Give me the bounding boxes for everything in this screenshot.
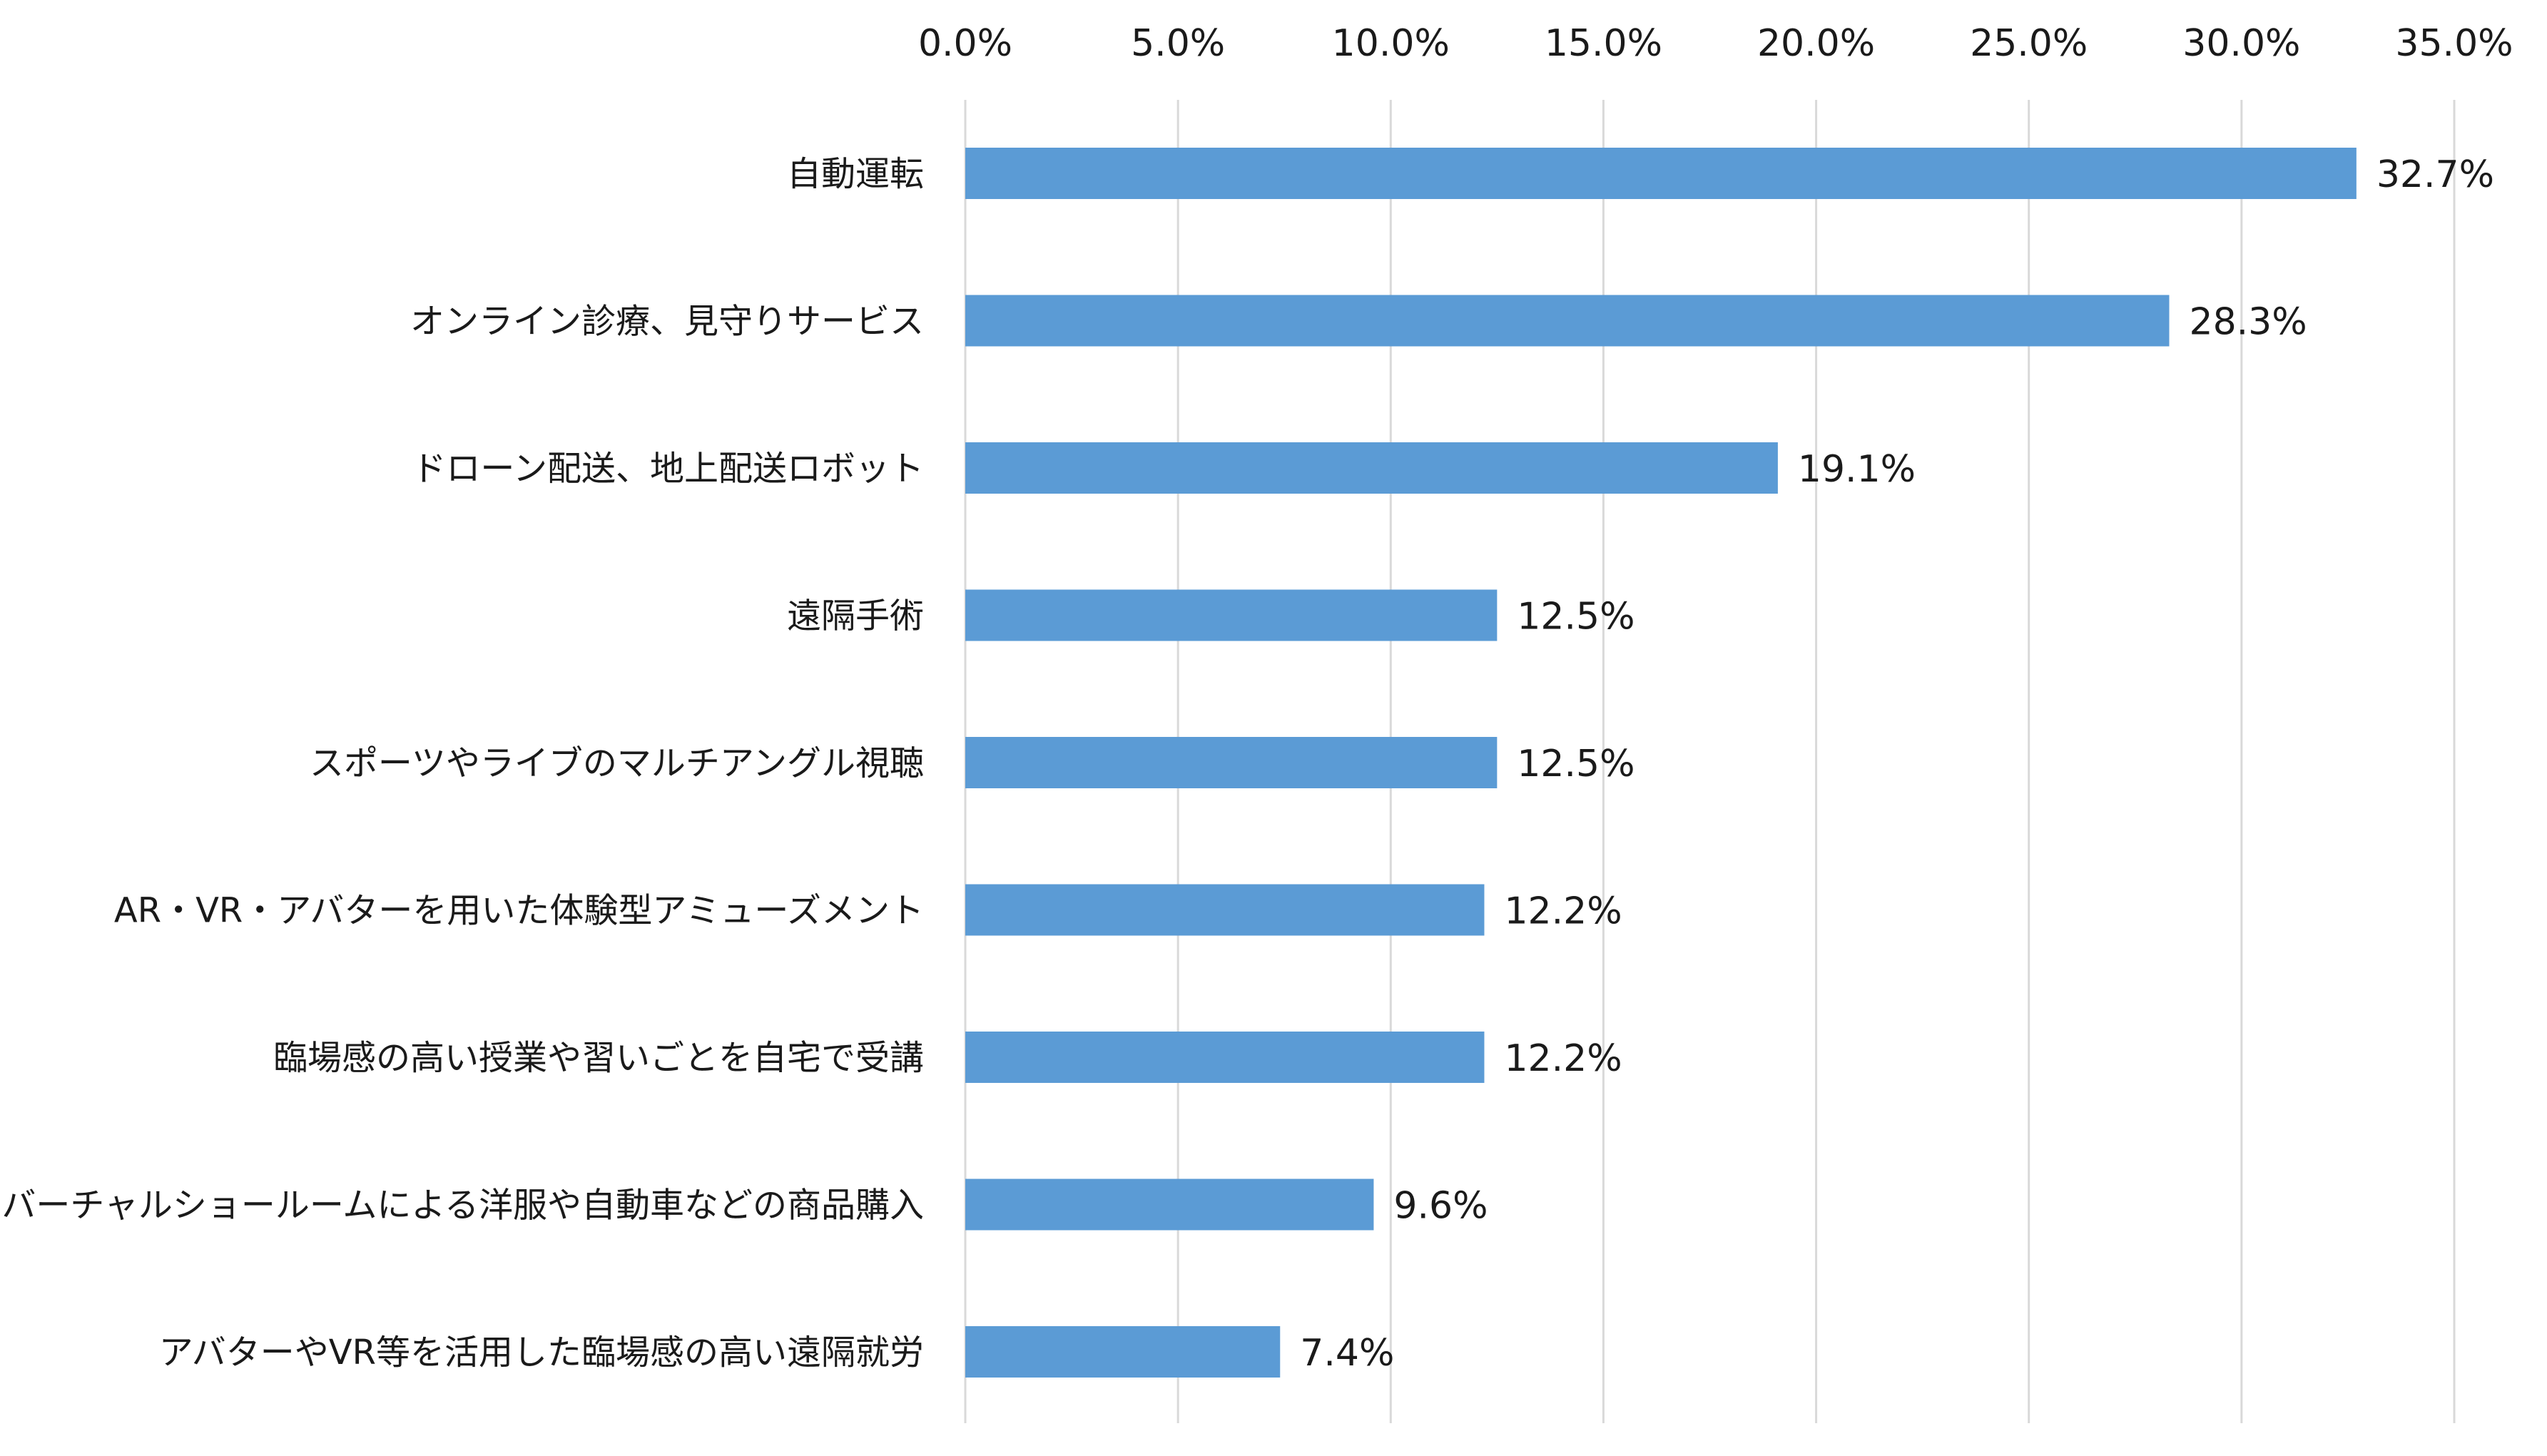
data-label: 19.1%	[1798, 448, 1916, 491]
category-label: 自動運転	[787, 154, 924, 194]
x-tick-label: 15.0%	[1545, 22, 1662, 65]
bar	[965, 737, 1498, 788]
category-label: 遠隔手術	[787, 596, 924, 636]
bar	[965, 1032, 1485, 1083]
x-tick-label: 35.0%	[2395, 22, 2513, 65]
x-axis-ticks: 0.0% 5.0% 10.0% 15.0% 20.0% 25.0% 30.0% 35.0%	[918, 22, 2513, 65]
x-tick-label: 10.0%	[1332, 22, 1450, 65]
x-tick-label: 20.0%	[1757, 22, 1875, 65]
x-tick-label: 5.0%	[1131, 22, 1225, 65]
data-label: 12.5%	[1517, 743, 1635, 785]
bar	[965, 884, 1485, 936]
bar	[965, 295, 2170, 347]
x-tick-label: 30.0%	[2182, 22, 2300, 65]
data-label: 12.2%	[1504, 890, 1622, 933]
bars	[965, 148, 2357, 1378]
x-tick-label: 0.0%	[918, 22, 1012, 65]
bar	[965, 589, 1498, 641]
category-label: オンライン診療、見守りサービス	[410, 302, 924, 342]
data-label: 12.5%	[1517, 596, 1635, 638]
x-tick-label: 25.0%	[1970, 22, 2088, 65]
bar	[965, 1178, 1374, 1231]
category-label: アバターやVR等を活用した臨場感の高い遠隔就労	[159, 1333, 924, 1373]
bar	[965, 442, 1778, 494]
data-label: 32.7%	[2376, 153, 2494, 196]
bar	[965, 148, 2357, 199]
data-label: 7.4%	[1300, 1332, 1394, 1375]
data-labels: 32.7% 28.3% 19.1% 12.5% 12.5% 12.2% 12.2% 9.6% 7…	[1300, 153, 2494, 1375]
category-label: バーチャルショールームによる洋服や自動車などの商品購入	[1, 1186, 924, 1226]
category-label: ドローン配送、地上配送ロボット	[412, 449, 924, 489]
category-labels: 自動運転オンライン診療、見守りサービスドローン配送、地上配送ロボット遠隔手術スポ…	[1, 154, 924, 1373]
category-label: スポーツやライブのマルチアングル視聴	[310, 743, 924, 783]
data-label: 12.2%	[1504, 1037, 1622, 1080]
data-label: 9.6%	[1393, 1185, 1488, 1228]
bar	[965, 1326, 1281, 1378]
category-label: 臨場感の高い授業や習いごとを自宅で受講	[273, 1038, 924, 1078]
category-label: AR・VR・アバターを用いた体験型アミューズメント	[114, 891, 924, 931]
data-label: 28.3%	[2189, 301, 2307, 344]
